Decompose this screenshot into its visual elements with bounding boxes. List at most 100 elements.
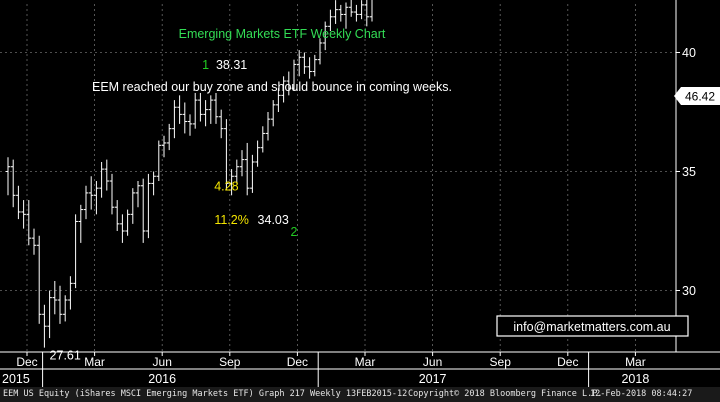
ohlc-bar [182,102,188,134]
annotation-label: 34.03 [258,213,289,227]
ohlc-bar [120,214,125,243]
ohlc-bar [198,92,203,122]
ohlc-bar [270,100,276,127]
x-tick-label-7: Sep [490,355,512,369]
annotation-label: 11.2% [214,213,249,227]
ohlc-bar [36,235,42,324]
ohlc-bar [296,50,302,77]
y-tick-35: 35 [682,165,696,179]
chart-annotations: 27.61138.314.2811.2%34.032352.087.0513.5… [50,0,567,363]
last-price-tag: 46.42 [674,87,720,105]
ohlc-bar [114,200,120,231]
ohlc-bar [130,188,136,224]
ohlc-bar [239,150,245,177]
email-box[interactable]: info@marketmatters.com.au [496,315,689,337]
chart-grid [0,4,676,352]
ohlc-bar [281,76,286,103]
ohlc-bar [177,95,182,124]
ohlc-bar [94,181,99,215]
x-tick-label-9: Mar [625,355,646,369]
ohlc-bar [5,157,11,196]
annotation-label: 27.61 [50,349,81,363]
ohlc-bar [73,214,78,289]
ohlc-bar [208,95,214,124]
ohlc-bar [156,140,162,182]
ohlc-bar [276,88,281,112]
ohlc-bar [62,295,68,322]
ohlc-bar [135,181,141,208]
ohlc-bar [151,171,156,196]
ohlc-bar [26,200,32,246]
annotation-label: 2 [291,225,298,239]
ohlc-bar [47,290,52,339]
ohlc-bar [16,185,21,220]
ohlc-bar [307,57,312,79]
ohlc-bar [359,0,364,20]
annotation-label: 1 [202,58,209,72]
ohlc-bar [172,100,177,139]
ohlc-bar [328,9,333,32]
x-tick-label-8: Dec [557,355,578,369]
ohlc-bar [88,176,94,210]
y-tick-40: 40 [682,46,696,60]
ohlc-bar [104,159,110,191]
ohlc-bar [338,4,344,22]
year-label-2016: 2016 [148,372,176,386]
ohlc-bar [250,154,255,193]
x-tick-label-4: Dec [287,355,308,369]
ohlc-bar [161,135,167,158]
price-chart: 3035404550 DecMarJunSepDecMarJunSepDecMa… [0,0,720,387]
ohlc-bar [286,71,292,96]
year-label-2015: 2015 [2,372,30,386]
annotation-label: 13.5% [531,0,566,3]
footer-copyright: Copyright© 2018 Bloomberg Finance L.P. [408,389,603,399]
ohlc-bar [31,228,37,255]
ohlc-bar [224,119,229,191]
ohlc-bar [21,200,26,229]
ohlc-bar [68,276,73,310]
x-tick-label-0: Dec [16,355,37,369]
ohlc-bar [187,114,193,136]
ohlc-bar [333,0,338,24]
x-tick-label-5: Mar [355,355,376,369]
ohlc-bar [213,92,219,124]
chart-subtitle: EEM reached our buy zone and should boun… [92,80,452,94]
ohlc-bar [140,178,146,243]
ohlc-bar [255,140,260,167]
ohlc-bar [244,142,250,196]
year-label-2018: 2018 [621,372,649,386]
ohlc-bar [260,126,266,153]
ohlc-bar [125,209,130,236]
ohlc-bar [364,0,370,27]
ohlc-bar [322,21,328,51]
x-tick-label-2: Jun [153,355,172,369]
ohlc-bar [42,304,47,348]
ohlc-bar [343,2,349,29]
ohlc-bar [57,285,63,324]
last-price-label: 46.42 [685,90,715,104]
ohlc-bar [10,159,16,208]
ohlc-bar [218,109,224,139]
y-tick-30: 30 [682,284,696,298]
ohlc-bar [291,59,297,91]
x-tick-label-6: Jun [423,355,442,369]
ohlc-bar [192,92,198,129]
email-link[interactable]: info@marketmatters.com.au [513,320,670,334]
ohlc-bar [317,38,323,65]
year-label-2017: 2017 [419,372,447,386]
x-tick-label-3: Sep [219,355,241,369]
ohlc-bar [265,112,271,141]
ohlc-bar [83,185,89,220]
ohlc-bar [229,169,234,196]
ohlc-bar [52,280,58,315]
ohlc-bar [302,52,307,74]
ohlc-bar [99,161,104,198]
ohlc-bar [203,100,208,127]
ohlc-bar [109,173,115,215]
annotation-label: 4.28 [214,180,238,194]
x-axis: Dec Mar Jun Sep Dec Mar Jun Sep Dec Mar 2015 2016 20… [0,351,720,387]
footer-bar: EEM US Equity (iShares MSCI Emerging Mar… [0,387,720,402]
footer-timestamp: 12-Feb-2018 08:44:27 [590,389,693,399]
ohlc-bar [166,123,172,151]
ohlc-bar [234,159,240,184]
